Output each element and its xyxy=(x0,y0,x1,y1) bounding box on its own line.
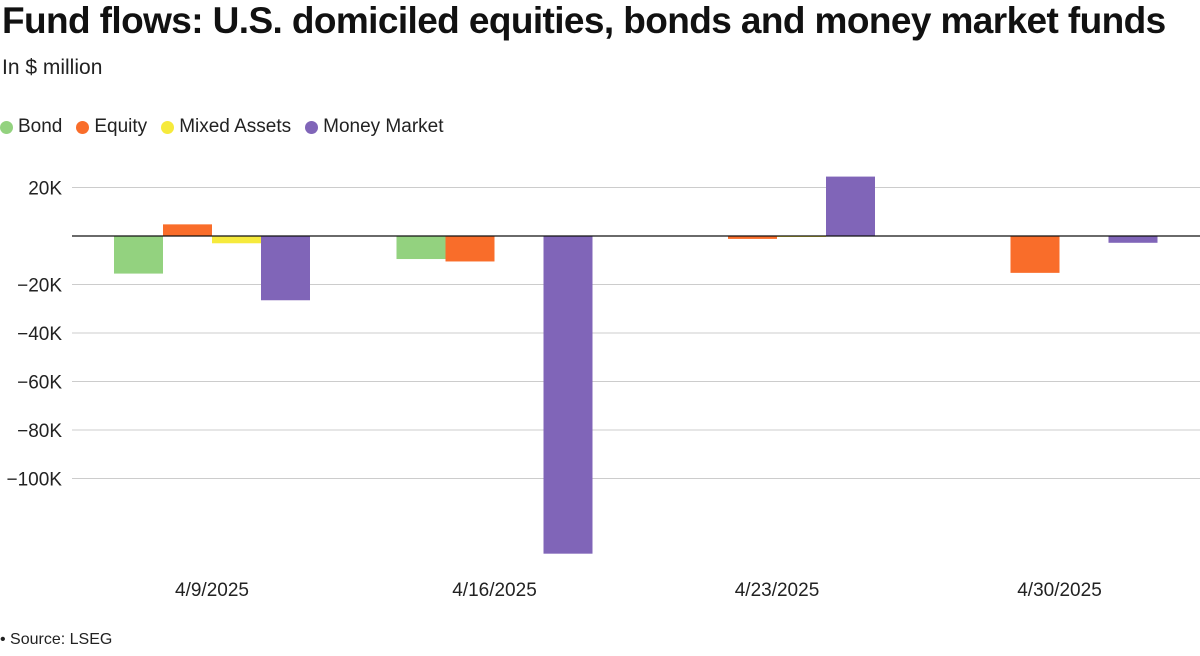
bar-money-market xyxy=(543,236,593,554)
bar-money-market xyxy=(826,176,875,236)
bar-bond xyxy=(114,236,163,274)
bar-bond xyxy=(396,236,446,260)
chart-title: Fund flows: U.S. domiciled equities, bon… xyxy=(2,0,1166,41)
y-tick-label: −60K xyxy=(17,373,62,394)
y-tick-label: −100K xyxy=(7,470,63,491)
y-tick-label: −20K xyxy=(17,276,62,297)
legend-item-mixed-assets: Mixed Assets xyxy=(161,116,291,138)
y-tick-label: 20K xyxy=(28,179,62,200)
bar-equity xyxy=(163,224,212,236)
source-note: • Source: LSEG xyxy=(0,631,113,648)
bar-chart: 20K −20K −40K −60K −80K −100K 4/9/2025 4/16/202… xyxy=(7,176,1200,601)
bar-equity xyxy=(728,236,777,239)
legend-swatch-money-market xyxy=(305,120,319,134)
x-tick-label: 4/9/2025 xyxy=(175,580,249,601)
x-tick-label: 4/16/2025 xyxy=(452,580,537,601)
legend-label-money-market: Money Market xyxy=(323,116,444,137)
legend-item-money-market: Money Market xyxy=(305,116,444,138)
legend-swatch-mixed-assets xyxy=(161,120,175,134)
x-tick-label: 4/23/2025 xyxy=(735,580,820,601)
legend-label-mixed-assets: Mixed Assets xyxy=(179,116,292,137)
legend-swatch-equity xyxy=(76,120,90,134)
bar-mixed-assets xyxy=(212,236,261,244)
x-tick-label: 4/30/2025 xyxy=(1017,580,1102,601)
y-tick-label: −80K xyxy=(17,421,62,442)
bar-equity xyxy=(445,236,495,262)
y-tick-label: −40K xyxy=(17,324,62,345)
legend-item-equity: Equity xyxy=(76,116,147,138)
legend-item-bond: Bond xyxy=(0,116,62,138)
bar-money-market xyxy=(261,236,310,301)
legend-swatch-bond xyxy=(0,120,13,134)
legend-label-bond: Bond xyxy=(18,116,63,137)
legend-label-equity: Equity xyxy=(94,116,148,137)
bar-equity xyxy=(1010,236,1060,273)
legend: Bond Equity Mixed Assets Money Market xyxy=(0,116,458,138)
chart-subtitle: In $ million xyxy=(2,56,103,79)
bar-money-market xyxy=(1108,236,1158,243)
